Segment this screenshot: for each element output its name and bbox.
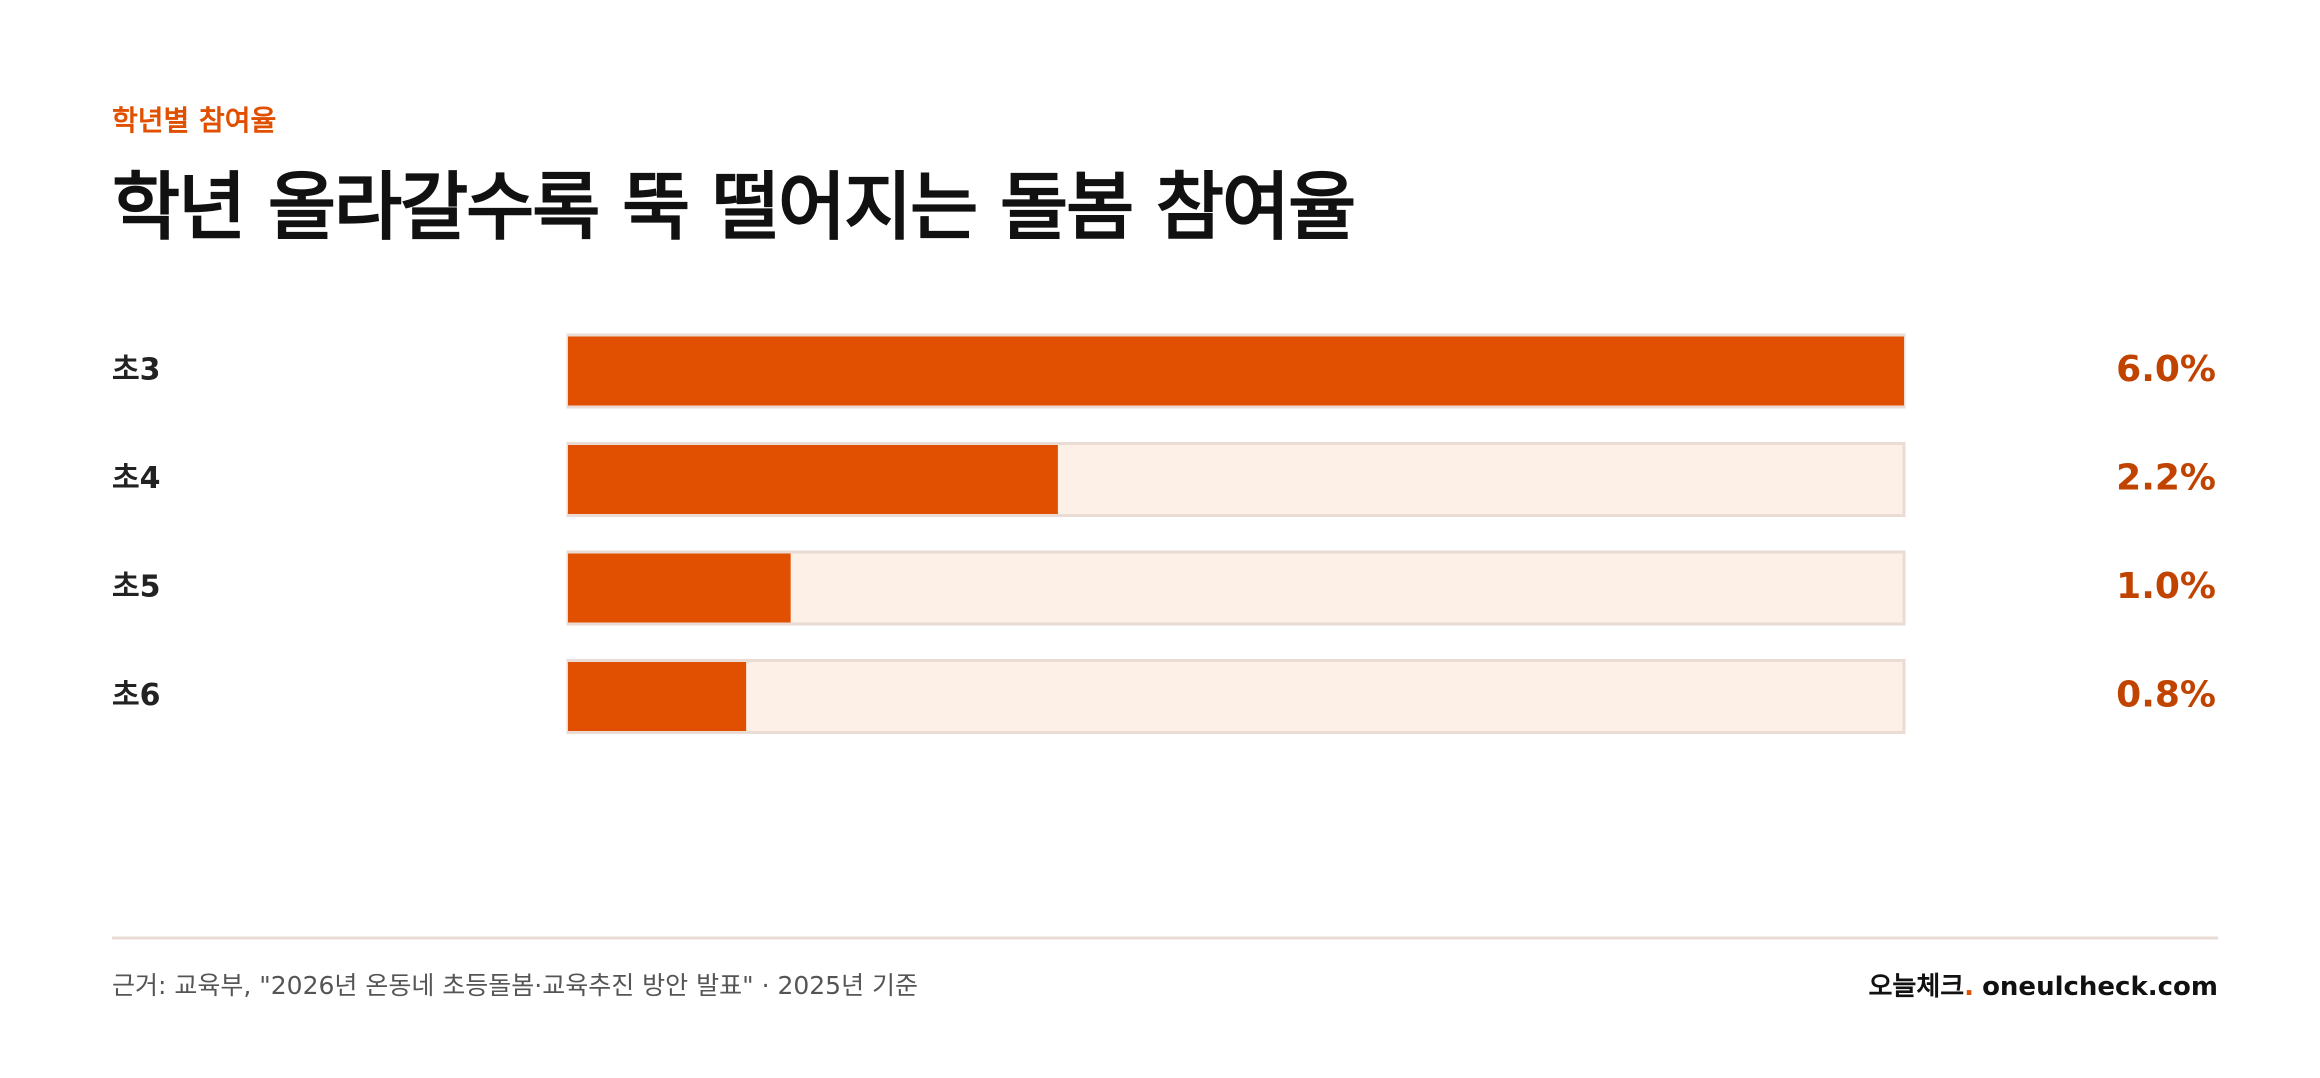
source-note: 근거: 교육부, "2026년 온동네 초등돌봄·교육추진 방안 발표" · 2…	[112, 971, 918, 1000]
chart-kicker: 학년별 참여율	[112, 104, 276, 137]
category-label: 초3	[112, 353, 160, 388]
bar	[568, 662, 747, 731]
brand-name: 오늘체크	[1868, 972, 1964, 1002]
bar-track	[566, 659, 1906, 734]
category-label: 초5	[112, 570, 160, 605]
bar	[568, 336, 1904, 406]
bar	[568, 553, 791, 623]
value-label: 0.8%	[2116, 675, 2216, 716]
brand-dot: .	[1964, 972, 1974, 1002]
category-label: 초4	[112, 461, 160, 496]
brand: 오늘체크. oneulcheck.com	[1868, 972, 2218, 1002]
brand-url: oneulcheck.com	[1982, 972, 2218, 1002]
value-label: 6.0%	[2116, 349, 2216, 390]
chart-title: 학년 올라갈수록 뚝 떨어지는 돌봄 참여율	[112, 165, 1354, 251]
value-label: 2.2%	[2116, 458, 2216, 499]
category-label: 초6	[112, 678, 160, 713]
value-label: 1.0%	[2116, 566, 2216, 607]
bar	[568, 445, 1058, 514]
